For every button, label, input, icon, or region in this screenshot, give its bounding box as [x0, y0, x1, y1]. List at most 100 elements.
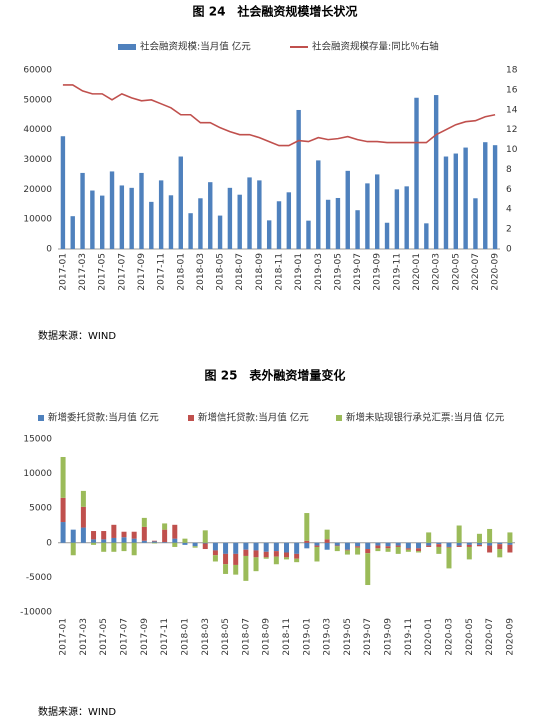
y-tick-label: 0	[506, 245, 512, 255]
bar	[404, 186, 409, 249]
bar-segment	[304, 540, 310, 543]
bar-segment	[223, 542, 229, 554]
bar-segment	[70, 529, 76, 543]
bar-segment	[151, 542, 157, 544]
bar-segment	[324, 529, 330, 540]
bar-segment	[334, 546, 340, 552]
bar	[463, 147, 468, 249]
line	[62, 84, 496, 147]
bar-segment	[182, 542, 188, 545]
bar-segment	[365, 553, 371, 586]
y-tick-label: 50000	[23, 95, 52, 105]
bar-segment	[446, 542, 452, 547]
bar-segment	[324, 539, 330, 543]
bar-segment	[141, 526, 147, 541]
x-tick-label: 2020-05	[465, 618, 475, 656]
bar-segment	[131, 531, 137, 539]
bar-segment	[121, 537, 127, 543]
bar-segment	[365, 549, 371, 554]
bar-segment	[111, 542, 117, 552]
bar-segment	[416, 548, 422, 552]
y-tick-label: 4	[506, 205, 512, 215]
bar-segment	[263, 542, 269, 552]
bar-segment	[233, 553, 239, 565]
x-tick-label: 2018-07	[241, 618, 251, 656]
bar-segment	[426, 532, 432, 543]
bar-segment	[172, 538, 178, 543]
x-tick-label: 2018-01	[176, 253, 186, 291]
bar	[492, 145, 498, 249]
x-tick-label: 2018-03	[196, 253, 206, 291]
bar-segment	[101, 531, 107, 540]
bar	[325, 199, 331, 249]
x-tick-label: 2017-07	[120, 618, 130, 656]
y-tick-label: 0	[46, 245, 52, 255]
bar	[316, 160, 321, 249]
bar-segment	[375, 542, 381, 546]
bar-segment	[202, 543, 208, 550]
x-tick-label: 2019-01	[302, 618, 312, 656]
bar-segment	[294, 553, 300, 559]
bar	[70, 216, 75, 249]
bar-segment	[375, 545, 381, 549]
bar-segment	[314, 545, 320, 547]
bar-segment	[212, 542, 218, 551]
bar-segment	[243, 555, 249, 581]
bar-segment	[121, 542, 127, 552]
y-tick-label: 5000	[29, 504, 52, 514]
bar	[237, 194, 242, 249]
bar-segment	[487, 545, 493, 553]
y-tick-label: 12	[506, 125, 517, 135]
bar	[296, 109, 301, 249]
bar-segment	[284, 557, 289, 560]
legend-swatch	[188, 415, 194, 421]
x-tick-label: 2020-05	[451, 253, 461, 291]
bar	[414, 97, 419, 250]
bar-segment	[487, 528, 493, 543]
bar	[375, 174, 380, 249]
bar	[424, 223, 429, 249]
bar	[208, 182, 213, 249]
bar-segment	[355, 542, 361, 547]
legend-swatch	[38, 415, 44, 421]
bar	[100, 195, 105, 249]
bar-segment	[304, 542, 310, 549]
bar-segment	[162, 542, 168, 543]
bar-segment	[80, 506, 86, 528]
x-tick-label: 2017-11	[157, 253, 167, 291]
bar-segment	[192, 542, 198, 547]
bar	[355, 210, 360, 249]
bar-segment	[121, 531, 127, 538]
bar-segment	[91, 539, 97, 543]
bar-segment	[172, 524, 178, 539]
y-tick-label: -10000	[20, 608, 52, 618]
bar-segment	[131, 538, 137, 543]
bar	[345, 170, 350, 249]
source-note: 数据来源：WIND	[38, 329, 116, 342]
x-tick-label: 2019-07	[363, 618, 373, 656]
bar-segment	[314, 546, 320, 562]
bar-segment	[436, 542, 442, 545]
x-tick-label: 2019-07	[353, 253, 363, 291]
bar	[335, 197, 341, 249]
x-tick-label: 2018-09	[262, 618, 272, 656]
legend-label: 社会融资规模:当月值 亿元	[140, 41, 251, 53]
bar	[227, 187, 233, 249]
bar-segment	[385, 546, 391, 549]
bar-segment	[426, 542, 432, 546]
bar-segment	[487, 542, 493, 546]
bar-segment	[466, 546, 472, 560]
bar-segment	[436, 546, 442, 554]
bar-segment	[456, 525, 462, 543]
bar-segment	[416, 551, 422, 553]
bar-segment	[294, 542, 300, 554]
bar-segment	[60, 522, 66, 543]
legend-label: 新增信托贷款:当月值 亿元	[198, 412, 309, 424]
bar	[443, 156, 449, 249]
bar	[119, 185, 125, 249]
bar-segment	[101, 542, 107, 552]
bar-segment	[70, 542, 76, 556]
x-tick-label: 2017-05	[98, 253, 108, 291]
bar-segment	[162, 529, 168, 543]
x-tick-label: 2017-09	[140, 618, 150, 656]
